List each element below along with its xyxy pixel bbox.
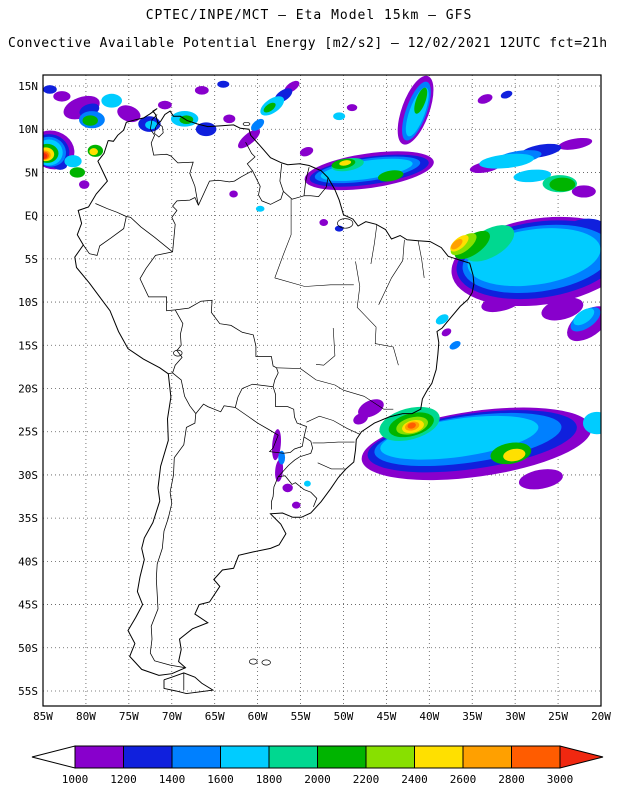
lat-tick-label: 30S bbox=[18, 469, 38, 482]
lat-tick-label: 35S bbox=[18, 512, 38, 525]
colorbar-segment bbox=[123, 745, 173, 769]
lat-tick-label: 25S bbox=[18, 426, 38, 439]
colorbar-segment bbox=[74, 745, 124, 769]
lat-tick-label: 50S bbox=[18, 642, 38, 655]
lon-tick-label: 20W bbox=[591, 710, 611, 723]
lat-tick-label: EQ bbox=[25, 210, 38, 223]
cape-shaded-field bbox=[43, 75, 601, 509]
lon-tick-label: 40W bbox=[419, 710, 439, 723]
colorbar-segment bbox=[220, 745, 270, 769]
lon-tick-label: 75W bbox=[119, 710, 139, 723]
colorbar: 1000 1200 1400 1600 1800 2000 2200 2400 2600 2800… bbox=[31, 745, 604, 786]
colorbar-segment bbox=[414, 745, 464, 769]
axis-labels: 15N 10N 5N EQ 5S 10S 15S 20S 25S 30S 35S 40S 45S 50S 5… bbox=[18, 80, 611, 723]
lat-tick-label: 55S bbox=[18, 685, 38, 698]
colorbar-tick-label: 1000 bbox=[62, 773, 89, 786]
colorbar-below-min-arrow bbox=[31, 745, 76, 769]
lat-tick-label: 10S bbox=[18, 296, 38, 309]
colorbar-tick-label: 1400 bbox=[159, 773, 186, 786]
colorbar-tick-label: 2200 bbox=[353, 773, 380, 786]
lon-tick-label: 80W bbox=[76, 710, 96, 723]
colorbar-tick-label: 2800 bbox=[498, 773, 525, 786]
lat-tick-label: 45S bbox=[18, 599, 38, 612]
lon-tick-label: 45W bbox=[376, 710, 396, 723]
lon-tick-label: 70W bbox=[162, 710, 182, 723]
colorbar-segment bbox=[171, 745, 221, 769]
lat-tick-label: 5S bbox=[25, 253, 38, 266]
colorbar-tick-label: 1600 bbox=[207, 773, 234, 786]
map-subtitle: Convective Available Potential Energy [m… bbox=[8, 36, 608, 51]
map-title: CPTEC/INPE/MCT — Eta Model 15km — GFS bbox=[145, 8, 473, 23]
colorbar-tick-label: 2600 bbox=[450, 773, 477, 786]
colorbar-tick-label: 3000 bbox=[547, 773, 574, 786]
lat-tick-label: 5N bbox=[25, 166, 38, 179]
lon-tick-label: 60W bbox=[248, 710, 268, 723]
lon-tick-label: 65W bbox=[205, 710, 225, 723]
lat-tick-label: 10N bbox=[18, 123, 38, 136]
lon-tick-label: 30W bbox=[505, 710, 525, 723]
lon-tick-label: 25W bbox=[548, 710, 568, 723]
lat-tick-label: 20S bbox=[18, 383, 38, 396]
colorbar-tick-label: 2000 bbox=[304, 773, 331, 786]
map-frame bbox=[42, 74, 602, 707]
colorbar-segment bbox=[317, 745, 367, 769]
lon-tick-label: 55W bbox=[291, 710, 311, 723]
colorbar-tick-label: 1800 bbox=[256, 773, 283, 786]
lat-tick-label: 15N bbox=[18, 80, 38, 93]
colorbar-above-max-arrow bbox=[559, 745, 604, 769]
latlon-grid bbox=[42, 75, 602, 706]
coastlines-and-borders bbox=[74, 108, 475, 695]
colorbar-segment bbox=[462, 745, 512, 769]
colorbar-segment bbox=[365, 745, 415, 769]
lat-tick-label: 15S bbox=[18, 339, 38, 352]
lat-tick-label: 40S bbox=[18, 555, 38, 568]
lon-tick-label: 85W bbox=[33, 710, 53, 723]
colorbar-tick-label: 1200 bbox=[110, 773, 137, 786]
colorbar-segment bbox=[511, 745, 561, 769]
colorbar-labels: 1000 1200 1400 1600 1800 2000 2200 2400 2600 2800… bbox=[62, 773, 574, 786]
lon-tick-label: 50W bbox=[334, 710, 354, 723]
colorbar-segment bbox=[268, 745, 318, 769]
lon-tick-label: 35W bbox=[462, 710, 482, 723]
colorbar-tick-label: 2400 bbox=[401, 773, 428, 786]
